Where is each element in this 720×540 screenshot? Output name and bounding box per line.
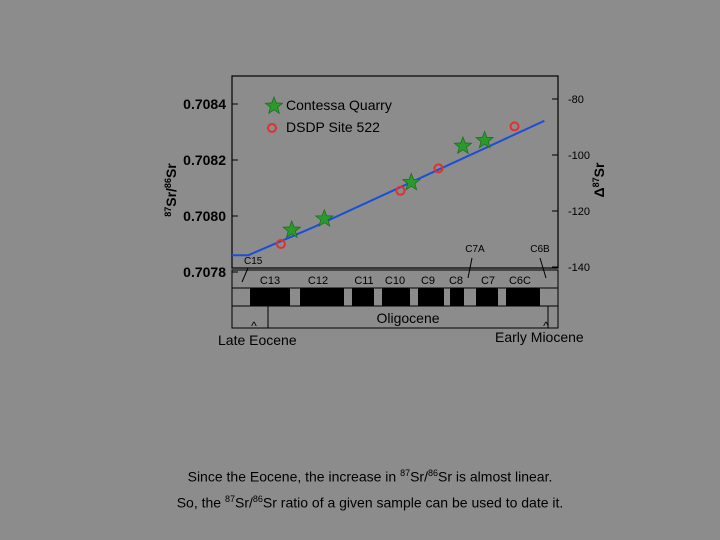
chron-c12-label: C12 bbox=[308, 275, 328, 287]
contessa-point bbox=[314, 208, 335, 227]
y-left-tick-label: 0.7078 bbox=[183, 264, 226, 280]
chron-label-c7a: C7A bbox=[465, 244, 485, 255]
chron-label-c6b: C6B bbox=[530, 244, 550, 255]
caption-text: Sr ratio of a given sample can be used t… bbox=[262, 494, 564, 511]
y-left-tick-label: 0.7080 bbox=[183, 208, 226, 224]
magnetic-chron-scale: C13 C12 C11 C10 C9 C8 C7 C6C Oligocene bbox=[231, 269, 559, 329]
chron-c11-label: C11 bbox=[354, 275, 373, 287]
y-right-tick-label: -100 bbox=[568, 150, 590, 162]
caption: Since the Eocene, the increase in 87Sr/8… bbox=[110, 462, 630, 513]
caption-line-1: Since the Eocene, the increase in 87Sr/8… bbox=[110, 462, 630, 488]
early-miocene-label: Early Miocene bbox=[495, 329, 584, 345]
y-right-tick-label: -120 bbox=[568, 206, 590, 218]
caption-text: Sr/ bbox=[234, 494, 253, 511]
chron-c6c-label: C6C bbox=[509, 275, 531, 287]
y-left-tick-label: 0.7082 bbox=[183, 152, 226, 168]
caption-line-2: So, the 87Sr/86Sr ratio of a given sampl… bbox=[110, 488, 630, 514]
contessa-point bbox=[401, 172, 421, 191]
chron-block-c8 bbox=[450, 288, 464, 306]
legend-star-marker bbox=[264, 95, 284, 115]
y-right-tick-label: -80 bbox=[568, 94, 584, 106]
legend-circle-marker bbox=[267, 123, 277, 133]
caption-text: Since the Eocene, the increase in bbox=[187, 468, 401, 485]
chron-c10-label: C10 bbox=[385, 275, 405, 287]
y-axis-label-left: 87Sr/86Sr bbox=[163, 163, 179, 217]
caption-text: So, the bbox=[176, 494, 225, 511]
trend-line bbox=[232, 119, 545, 257]
y-axis-label-right: Δ87Sr bbox=[591, 162, 607, 197]
contessa-point bbox=[282, 219, 302, 239]
y-right-tick-label: -140 bbox=[568, 262, 590, 274]
chron-c9-label: C9 bbox=[421, 275, 435, 287]
legend: Contessa Quarry DSDP Site 522 bbox=[264, 95, 392, 135]
chron-pointer-c6b bbox=[539, 257, 547, 279]
caption-sup: 87 bbox=[400, 468, 411, 478]
late-eocene-label: Late Eocene bbox=[218, 332, 297, 348]
caption-sup: 86 bbox=[252, 493, 263, 504]
chron-c7-label: C7 bbox=[481, 275, 495, 287]
legend-label-dsdp: DSDP Site 522 bbox=[286, 119, 380, 135]
caption-sup: 86 bbox=[427, 468, 438, 478]
chron-label-c15: C15 bbox=[244, 256, 263, 267]
dsdp-point bbox=[275, 239, 286, 249]
chron-block-c7 bbox=[476, 288, 498, 306]
chron-block-c9 bbox=[418, 288, 444, 306]
chron-c8-label: C8 bbox=[449, 275, 463, 287]
contessa-point bbox=[453, 135, 473, 155]
late-eocene-arrow: ^ bbox=[251, 319, 257, 333]
chron-block-c11 bbox=[352, 288, 374, 306]
chron-pointer-c7a bbox=[467, 257, 473, 279]
caption-sup: 87 bbox=[224, 493, 235, 504]
chron-block-c12 bbox=[300, 288, 344, 306]
contessa-point bbox=[475, 130, 495, 149]
epoch-label-oligocene: Oligocene bbox=[376, 310, 439, 326]
dsdp-point bbox=[509, 121, 520, 132]
y-left-tick-label: 0.7084 bbox=[183, 96, 226, 112]
chron-block-c13 bbox=[250, 288, 290, 306]
chron-block-c6c bbox=[506, 288, 540, 306]
dsdp-point bbox=[395, 185, 406, 196]
legend-label-contessa: Contessa Quarry bbox=[286, 97, 392, 113]
dsdp-point bbox=[433, 163, 444, 174]
caption-text: Sr/ bbox=[410, 468, 428, 485]
plot-frame bbox=[231, 75, 559, 269]
chron-c13-label: C13 bbox=[260, 275, 280, 287]
caption-text: Sr is almost linear. bbox=[438, 468, 553, 485]
early-miocene-arrow: ^ bbox=[543, 319, 549, 333]
chron-block-c10 bbox=[382, 288, 410, 306]
